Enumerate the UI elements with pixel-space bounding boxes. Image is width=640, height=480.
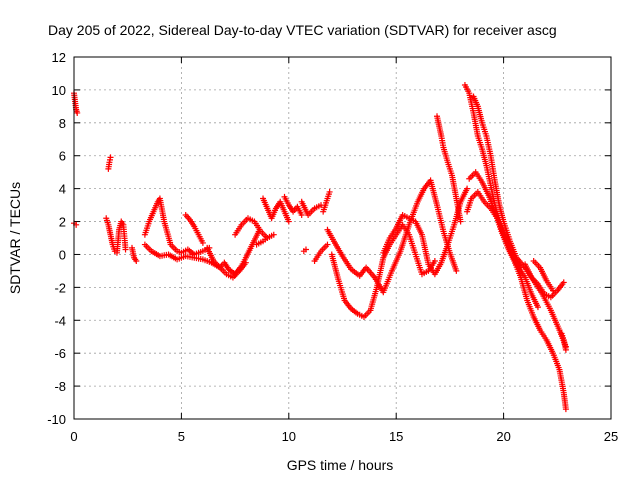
x-tick-label: 0 [70, 429, 77, 444]
series-prn-f [141, 195, 213, 258]
data-point [326, 188, 333, 195]
y-tick-label: -2 [54, 280, 66, 295]
series-prn-z [522, 261, 567, 301]
x-axis-title: GPS time / hours [287, 457, 394, 473]
data-point [122, 246, 129, 253]
y-tick-label: -6 [54, 346, 66, 361]
data-point [534, 304, 541, 311]
x-tick-label: 15 [389, 429, 403, 444]
y-tick-label: 2 [59, 215, 66, 230]
y-tick-label: 8 [59, 116, 66, 131]
data-point [560, 279, 567, 286]
plot-frame [73, 56, 612, 420]
data-point [285, 218, 292, 225]
series-prn-m [281, 193, 305, 218]
series-prn-d [103, 215, 129, 256]
series-prn-o [311, 241, 331, 265]
data-point [107, 154, 114, 161]
series-prn-ab [558, 330, 569, 353]
series-prn-i [204, 228, 262, 278]
data-point [74, 109, 81, 116]
series-prn-g [141, 241, 249, 281]
data-point [562, 346, 569, 353]
series-prn-aa [530, 258, 557, 294]
series-prn-q [300, 246, 309, 255]
data-point [298, 211, 305, 218]
y-tick-label: 4 [59, 182, 66, 197]
data-point [133, 258, 140, 265]
series-prn-k [260, 195, 292, 225]
data-point [431, 258, 438, 265]
data-point [550, 287, 557, 294]
series-prn-c [105, 154, 114, 172]
data-point [562, 406, 569, 413]
series-prn-e [128, 244, 140, 265]
series-prn-r [324, 177, 460, 296]
series-prn-p [320, 188, 333, 215]
series-prn-t [380, 185, 471, 278]
data-point [264, 235, 271, 241]
y-tick-label: 6 [59, 149, 66, 164]
y-tick-label: -8 [54, 379, 66, 394]
series-prn-l [253, 235, 271, 248]
grid [73, 56, 612, 420]
data-marks [71, 81, 569, 413]
data-point [324, 241, 331, 248]
y-axis-title: SDTVAR / TECUs [7, 182, 23, 294]
series-prn-y [466, 169, 569, 413]
y-tick-label: -10 [47, 412, 66, 427]
series-prn-n [298, 198, 325, 218]
data-point [302, 246, 309, 253]
x-tick-label: 5 [178, 429, 185, 444]
y-tick-label: 10 [52, 83, 66, 98]
data-point [464, 185, 471, 192]
data-point [199, 239, 206, 246]
y-tick-label: 12 [52, 50, 66, 65]
y-tick-label: -4 [54, 313, 66, 328]
data-point [453, 267, 460, 274]
x-tick-label: 25 [604, 429, 618, 444]
chart-title: Day 205 of 2022, Sidereal Day-to-day VTE… [48, 22, 557, 38]
tick-labels: 0 5 10 15 20 25 -10 -8 -6 -4 -2 0 2 4 6 8 10 12 [47, 50, 618, 444]
data-point [270, 231, 277, 238]
data-point [457, 218, 464, 225]
y-tick-label: 0 [59, 247, 66, 262]
series-prn-h [182, 211, 206, 246]
series-prn-u [434, 113, 464, 225]
x-tick-label: 10 [282, 429, 296, 444]
series-prn-a [71, 90, 81, 116]
x-tick-label: 20 [496, 429, 510, 444]
